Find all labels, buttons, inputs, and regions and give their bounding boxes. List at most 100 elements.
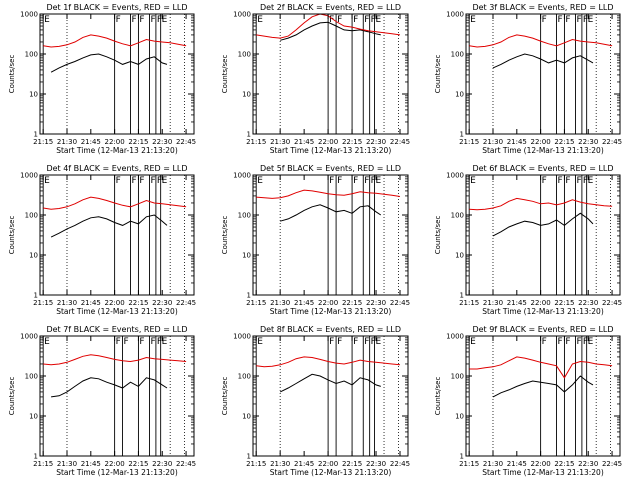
x-tick-label: 22:30 xyxy=(578,138,598,146)
lld-series-line xyxy=(469,197,613,211)
panel-title: Det 3f BLACK = Events, RED = LLD xyxy=(472,3,613,12)
y-tick-label: 10 xyxy=(455,91,464,99)
flag-label: F xyxy=(371,337,376,347)
plot-frame xyxy=(252,174,409,296)
y-tick-label: 1 xyxy=(34,292,38,300)
y-tick-label: 1000 xyxy=(233,11,251,19)
flag-label: E xyxy=(257,337,263,347)
y-tick-label: 1000 xyxy=(20,11,38,19)
flag-label: F xyxy=(583,15,588,25)
flag-label: F xyxy=(577,176,582,186)
x-tick-label: 21:45 xyxy=(81,299,101,307)
flag-label: E xyxy=(44,176,50,186)
flag-label: F xyxy=(542,176,547,186)
x-tick-label: 22:00 xyxy=(318,299,338,307)
lld-series-line xyxy=(43,196,187,210)
lld-series-line xyxy=(43,34,187,48)
y-tick-label: 10 xyxy=(29,413,38,421)
flag-label: F xyxy=(371,15,376,25)
x-tick-label: 21:15 xyxy=(459,460,479,468)
flag-label: F xyxy=(151,15,156,25)
x-tick-label: 21:30 xyxy=(270,460,290,468)
lld-series-line xyxy=(469,34,613,48)
flag-label: E xyxy=(257,176,263,186)
flag-label: E xyxy=(470,337,476,347)
events-series-line xyxy=(279,373,381,393)
x-tick-label: 22:45 xyxy=(176,138,196,146)
x-axis-label: Start Time (12-Mar-13 21:13:20) xyxy=(56,468,178,477)
y-tick-label: 100 xyxy=(25,51,38,59)
panel-title: Det 1f BLACK = Events, RED = LLD xyxy=(46,3,187,12)
flag-label: F xyxy=(124,337,129,347)
x-tick-label: 22:45 xyxy=(390,138,410,146)
x-axis-label: Start Time (12-Mar-13 21:13:20) xyxy=(482,307,604,316)
x-tick-label: 22:00 xyxy=(105,460,125,468)
x-axis-label: Start Time (12-Mar-13 21:13:20) xyxy=(270,307,392,316)
x-tick-label: 21:45 xyxy=(294,460,314,468)
x-tick-label: 21:30 xyxy=(57,460,77,468)
x-tick-label: 21:15 xyxy=(246,299,266,307)
flag-label: F xyxy=(577,337,582,347)
flag-label: F xyxy=(557,337,562,347)
events-series-line xyxy=(492,375,594,398)
x-tick-label: 22:45 xyxy=(602,138,622,146)
detector-panel: Det 7f BLACK = Events, RED = LLD Counts/s… xyxy=(8,325,196,477)
flag-label: F xyxy=(157,176,162,186)
flag-label: E xyxy=(162,176,168,186)
panel-title: Det 4f BLACK = Events, RED = LLD xyxy=(46,164,187,173)
lld-series-line xyxy=(256,189,401,199)
events-series-line xyxy=(492,212,594,237)
y-axis-label: Counts/sec xyxy=(8,377,16,416)
x-tick-label: 22:00 xyxy=(105,299,125,307)
flag-label: F xyxy=(583,337,588,347)
x-tick-label: 22:15 xyxy=(342,460,362,468)
x-tick-label: 22:30 xyxy=(152,138,172,146)
x-tick-label: 22:45 xyxy=(602,460,622,468)
x-tick-label: 21:30 xyxy=(270,138,290,146)
x-axis-label: Start Time (12-Mar-13 21:13:20) xyxy=(56,146,178,155)
flag-label: F xyxy=(542,337,547,347)
x-tick-label: 22:45 xyxy=(390,460,410,468)
flag-label: E xyxy=(162,15,168,25)
x-axis-label: Start Time (12-Mar-13 21:13:20) xyxy=(482,468,604,477)
flag-label: F xyxy=(157,337,162,347)
x-axis-label: Start Time (12-Mar-13 21:13:20) xyxy=(270,468,392,477)
flag-label: F xyxy=(337,337,342,347)
flag-label: F xyxy=(131,15,136,25)
detector-panel: Det 3f BLACK = Events, RED = LLD Counts/s… xyxy=(434,3,622,155)
events-series-line xyxy=(50,53,168,73)
y-tick-label: 100 xyxy=(25,212,38,220)
x-tick-label: 21:30 xyxy=(270,299,290,307)
x-tick-label: 21:45 xyxy=(507,460,527,468)
events-series-line xyxy=(492,53,594,69)
x-tick-label: 21:45 xyxy=(294,138,314,146)
flag-label: F xyxy=(139,15,144,25)
flag-label: F xyxy=(565,337,570,347)
x-tick-label: 22:15 xyxy=(128,138,148,146)
flag-label: F xyxy=(353,15,358,25)
flag-label: F xyxy=(557,176,562,186)
x-tick-label: 21:15 xyxy=(33,138,53,146)
detector-panel: Det 1f BLACK = Events, RED = LLD Counts/s… xyxy=(8,3,196,155)
x-tick-label: 21:15 xyxy=(246,138,266,146)
x-tick-label: 22:30 xyxy=(366,138,386,146)
flag-label: F xyxy=(131,176,136,186)
x-tick-label: 21:45 xyxy=(81,138,101,146)
x-axis-label: Start Time (12-Mar-13 21:13:20) xyxy=(482,146,604,155)
plot-frame xyxy=(465,335,621,457)
detector-panel: Det 4f BLACK = Events, RED = LLD Counts/s… xyxy=(8,164,196,316)
flag-label: E xyxy=(470,176,476,186)
y-tick-label: 10 xyxy=(29,252,38,260)
flag-label: F xyxy=(364,176,369,186)
detector-panel: Det 5f BLACK = Events, RED = LLD Counts/s… xyxy=(221,164,410,316)
y-axis-label: Counts/sec xyxy=(221,55,229,94)
y-tick-label: 100 xyxy=(451,373,464,381)
x-tick-label: 21:45 xyxy=(294,299,314,307)
flag-label: E xyxy=(588,15,594,25)
lld-series-line xyxy=(469,356,613,379)
flag-label: F xyxy=(151,176,156,186)
y-tick-label: 1 xyxy=(34,131,38,139)
x-tick-label: 21:45 xyxy=(81,460,101,468)
x-tick-label: 22:45 xyxy=(176,299,196,307)
x-tick-label: 21:30 xyxy=(57,299,77,307)
